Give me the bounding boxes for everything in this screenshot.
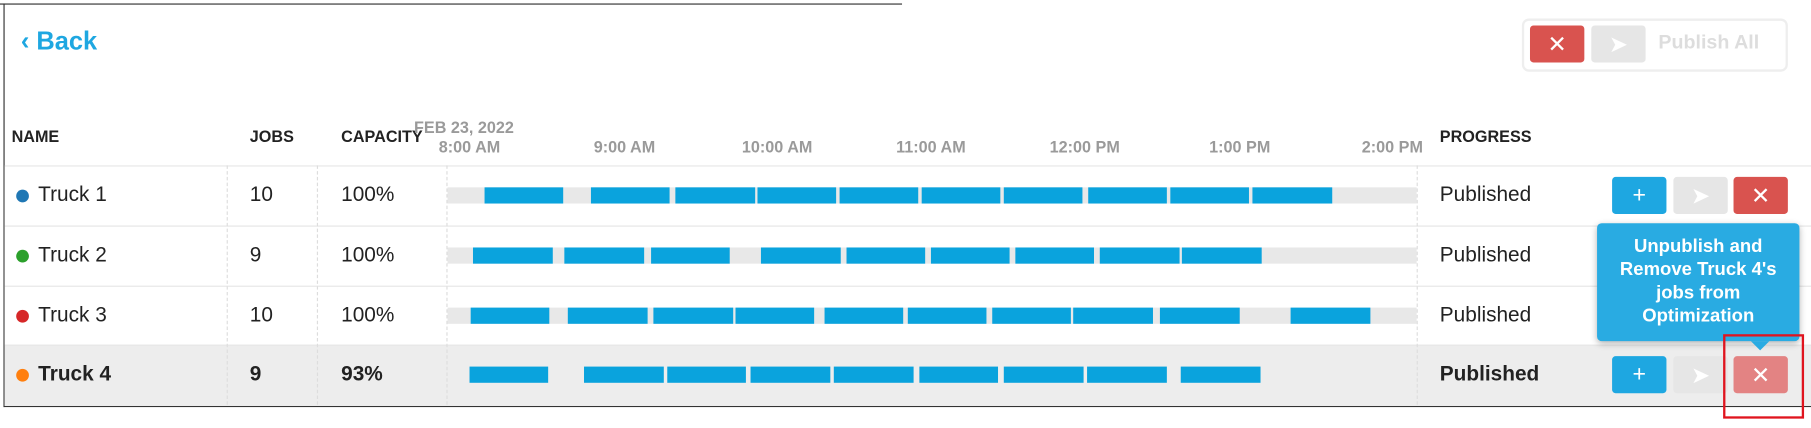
truck-name: Truck 3 [38, 302, 107, 327]
job-block [470, 307, 550, 324]
jobs-count: 9 [249, 361, 262, 386]
job-block [839, 187, 919, 204]
publish-icon-button[interactable]: ➤ [1591, 25, 1646, 63]
job-block [930, 247, 1010, 264]
job-block [824, 307, 904, 324]
highlight-box [1723, 334, 1805, 419]
job-block [590, 187, 670, 204]
job-block [1015, 247, 1095, 264]
job-block [919, 366, 999, 383]
time-label: 10:00 AM [741, 137, 813, 157]
job-block [757, 187, 837, 204]
job-block [584, 366, 664, 383]
job-block [484, 187, 564, 204]
column-header: CAPACITY [341, 127, 423, 146]
truck-name: Truck 4 [38, 361, 112, 386]
time-label: 8:00 AM [438, 137, 501, 157]
job-block [1003, 187, 1083, 204]
jobs-count: 10 [249, 182, 273, 206]
job-block [735, 307, 815, 324]
jobs-count: 9 [249, 242, 262, 266]
capacity: 93% [341, 361, 383, 386]
column-header: JOBS [249, 127, 294, 146]
column-separator [1416, 165, 1418, 405]
frame-top [0, 3, 903, 5]
job-block [1159, 307, 1240, 324]
remove-button[interactable]: ✕ [1733, 356, 1788, 394]
job-block [1088, 187, 1167, 204]
job-block [750, 366, 831, 383]
job-block [1087, 366, 1167, 383]
job-block [472, 247, 553, 264]
add-button[interactable]: + [1612, 176, 1667, 214]
job-block [1099, 247, 1180, 264]
job-block [1003, 366, 1084, 383]
capacity: 100% [341, 182, 395, 206]
progress: Published [1439, 302, 1532, 327]
jobs-count: 10 [249, 302, 273, 327]
time-label: 12:00 PM [1049, 137, 1120, 157]
status-dot [16, 309, 29, 323]
capacity: 100% [341, 302, 395, 327]
job-block [651, 247, 730, 264]
back-icon: ‹ [20, 26, 37, 56]
job-block [907, 307, 987, 324]
capacity: 100% [341, 242, 395, 266]
status-dot [16, 368, 29, 382]
truck-name: Truck 1 [38, 182, 107, 206]
remove-all-button[interactable]: ✕ [1529, 25, 1585, 63]
job-block [1181, 247, 1262, 264]
status-dot [16, 189, 29, 203]
publish-all-box: ✕ ➤ Publish All [1521, 18, 1788, 72]
publish-button[interactable]: ➤ [1673, 176, 1728, 214]
frame-bottom [3, 405, 1811, 408]
job-block [1290, 307, 1371, 324]
job-block [1073, 307, 1153, 324]
tooltip-arrow [1750, 341, 1770, 351]
back-link[interactable]: ‹ Back [21, 27, 97, 57]
column-header: PROGRESS [1439, 127, 1532, 146]
job-block [833, 366, 914, 383]
tooltip: Unpublish and Remove Truck 4's jobs from… [1597, 223, 1800, 342]
column-header: NAME [11, 127, 60, 146]
time-label: 1:00 PM [1209, 137, 1271, 157]
time-label: 11:00 AM [896, 137, 966, 157]
status-dot [16, 249, 29, 263]
progress: Published [1439, 182, 1532, 206]
job-block [1180, 366, 1261, 383]
publish-all-text[interactable]: Publish All [1658, 31, 1760, 54]
time-label: 2:00 PM [1361, 137, 1423, 157]
job-block [921, 187, 1001, 204]
remove-button[interactable]: ✕ [1733, 176, 1788, 214]
truck-name: Truck 2 [38, 242, 107, 266]
job-block [469, 366, 549, 383]
column-separator [316, 165, 319, 405]
back-text: Back [36, 26, 98, 56]
frame-left [3, 3, 5, 408]
add-button[interactable]: + [1612, 356, 1667, 394]
progress: Published [1439, 242, 1532, 266]
job-block [846, 247, 926, 264]
time-label: 9:00 AM [593, 137, 656, 157]
job-block [1170, 187, 1249, 204]
job-block [675, 187, 756, 204]
timeline-date: FEB 23, 2022 [414, 117, 514, 137]
job-block [992, 307, 1071, 324]
progress: Published [1439, 361, 1540, 386]
job-block [760, 247, 841, 264]
job-block [567, 307, 648, 324]
column-separator [226, 165, 228, 405]
job-block [1252, 187, 1333, 204]
column-separator [446, 165, 448, 405]
publish-button[interactable]: ➤ [1673, 356, 1728, 394]
job-block [564, 247, 645, 264]
job-block [667, 366, 746, 383]
job-block [653, 307, 734, 324]
